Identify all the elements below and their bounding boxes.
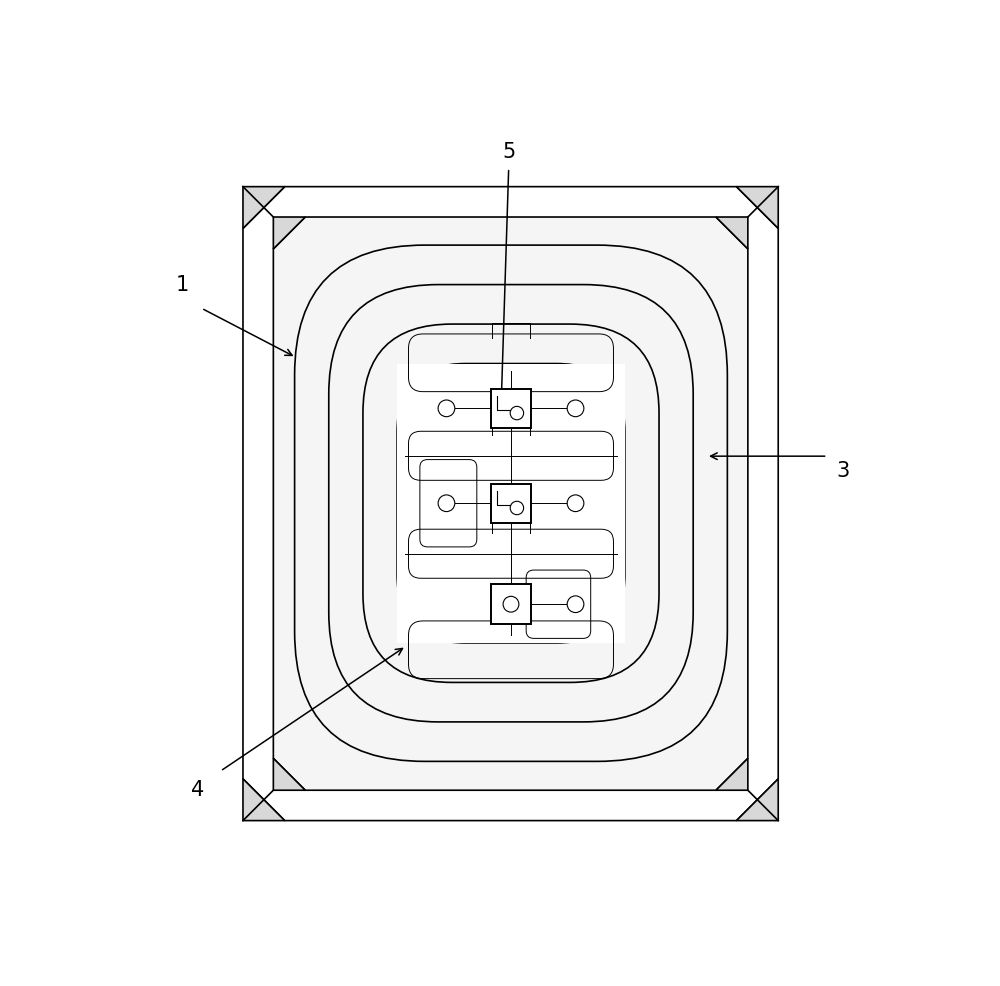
- Polygon shape: [243, 186, 285, 229]
- Circle shape: [510, 406, 524, 420]
- Polygon shape: [273, 217, 748, 790]
- Polygon shape: [273, 217, 305, 248]
- Text: 4: 4: [191, 780, 204, 801]
- Bar: [491, 585, 531, 624]
- Circle shape: [438, 400, 455, 417]
- Polygon shape: [716, 758, 748, 790]
- Text: 3: 3: [836, 461, 849, 481]
- Circle shape: [438, 495, 455, 512]
- Circle shape: [567, 400, 584, 417]
- Bar: [397, 364, 625, 643]
- Polygon shape: [736, 186, 778, 229]
- Polygon shape: [736, 779, 778, 820]
- Bar: [491, 388, 531, 428]
- Polygon shape: [273, 758, 305, 790]
- Circle shape: [567, 596, 584, 612]
- Circle shape: [503, 597, 519, 612]
- Bar: [491, 483, 531, 523]
- Polygon shape: [716, 217, 748, 248]
- Polygon shape: [243, 779, 285, 820]
- Circle shape: [567, 495, 584, 512]
- Text: 5: 5: [502, 143, 515, 163]
- Circle shape: [510, 501, 524, 515]
- Polygon shape: [243, 186, 778, 820]
- Text: 1: 1: [176, 275, 189, 296]
